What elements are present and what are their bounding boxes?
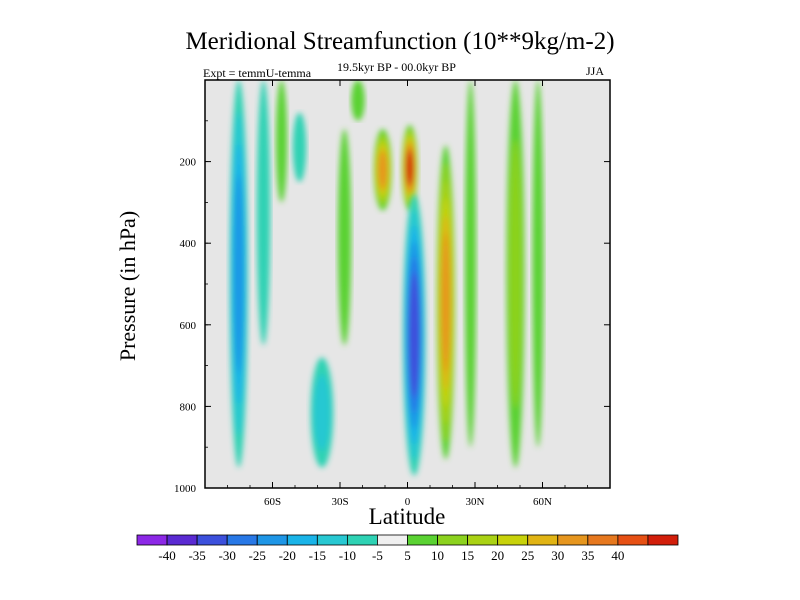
green-band-55S xyxy=(275,80,288,203)
red-core-12S xyxy=(373,128,392,211)
blue-core-4N-level--30 xyxy=(408,272,420,398)
colorbar-label: -30 xyxy=(218,548,235,563)
green-band-55S-level-5 xyxy=(275,80,288,203)
colorbar-box xyxy=(166,534,198,546)
green-band-20S xyxy=(351,80,365,121)
x-tick-label: 60N xyxy=(533,496,552,508)
x-axis-label: Latitude xyxy=(368,504,446,529)
green-band-28N-level-5 xyxy=(464,80,477,448)
colorbar-box xyxy=(226,534,258,546)
colorbar-label: -10 xyxy=(339,548,356,563)
colorbar-label: -40 xyxy=(158,548,175,563)
y-tick-label: 200 xyxy=(180,157,197,169)
colorbar-box xyxy=(316,534,348,546)
red-core-12S-level-30 xyxy=(378,151,388,188)
x-tick-label: 0 xyxy=(405,496,411,508)
colorbar-box xyxy=(467,534,499,546)
colorbar-box xyxy=(346,534,378,546)
colorbar-label: 25 xyxy=(521,548,534,563)
axis-ticks: 60S 30S 0 30N 60N 200 400 600 800 1000 xyxy=(174,80,611,508)
colorbar-label: 40 xyxy=(611,548,624,563)
colorbar-label: -20 xyxy=(279,548,296,563)
colorbar-box xyxy=(407,534,438,546)
green-band-60N xyxy=(532,80,544,448)
y-tick-label: 600 xyxy=(180,320,197,332)
teal-upper-45S-level--5 xyxy=(292,112,307,182)
colorbar-box xyxy=(286,534,318,546)
colorbar-box xyxy=(527,534,559,546)
y-tick-label: 400 xyxy=(180,238,197,250)
period-label: 19.5kyr BP - 00.0kyr BP xyxy=(337,60,456,74)
colorbar-label: 30 xyxy=(551,548,564,563)
green-band-30S xyxy=(337,128,352,346)
red-core-2N-level-40 xyxy=(406,150,414,186)
colorbar-label: -35 xyxy=(188,548,205,563)
colorbar-label: -5 xyxy=(372,548,383,563)
season-label: JJA xyxy=(586,64,605,78)
blue-core-4N xyxy=(403,194,426,476)
teal-blob-30S-level--10 xyxy=(313,374,331,451)
colorbar-box xyxy=(377,534,408,546)
orange-band-18N xyxy=(436,145,455,460)
chart-title: Meridional Streamfunction (10**9kg/m-2) xyxy=(185,28,615,55)
experiment-label: Expt = temmU-temma xyxy=(203,66,312,80)
green-band-30S-level-5 xyxy=(337,128,352,346)
colorbar-label: 10 xyxy=(431,548,444,563)
colorbar: -40 -35 -30 -25 -20 -15 -10 -5 5 10 15 20 25 30 35 40 xyxy=(136,534,679,563)
teal-upper-45S xyxy=(292,112,307,182)
green-band-28N xyxy=(464,80,477,448)
teal-band-65S xyxy=(256,80,271,346)
colorbar-label: -25 xyxy=(249,548,266,563)
green-yellow-band-50N-level-10 xyxy=(509,138,522,409)
green-band-20S-level-5 xyxy=(351,80,365,121)
green-yellow-band-50N xyxy=(506,80,525,468)
red-core-2N xyxy=(401,124,418,211)
contour-fields xyxy=(229,80,544,476)
x-tick-label: 30S xyxy=(331,496,348,508)
orange-band-18N-level-30 xyxy=(441,232,451,373)
colorbar-label: 15 xyxy=(461,548,474,563)
colorbar-box xyxy=(136,534,168,546)
colorbar-label: -15 xyxy=(309,548,326,563)
green-band-60N-level-5 xyxy=(532,80,544,448)
colorbar-box xyxy=(647,534,679,546)
colorbar-box xyxy=(557,534,589,546)
colorbar-label: 5 xyxy=(404,548,411,563)
x-tick-label: 60S xyxy=(264,496,281,508)
blue-band-75S-level--20 xyxy=(233,174,244,373)
teal-blob-30S xyxy=(310,357,334,468)
colorbar-label: 35 xyxy=(581,548,594,563)
teal-band-65S-level--5 xyxy=(256,80,271,346)
colorbar-box xyxy=(617,534,649,546)
y-axis-label: Pressure (in hPa) xyxy=(115,210,140,362)
colorbar-box xyxy=(256,534,288,546)
blue-band-75S xyxy=(229,80,248,468)
x-tick-label: 30N xyxy=(466,496,485,508)
y-tick-label: 1000 xyxy=(174,483,197,495)
colorbar-box xyxy=(587,534,619,546)
colorbar-box xyxy=(497,534,529,546)
y-tick-label: 800 xyxy=(180,401,197,413)
colorbar-box xyxy=(196,534,228,546)
colorbar-label: 20 xyxy=(491,548,504,563)
colorbar-box xyxy=(437,534,469,546)
